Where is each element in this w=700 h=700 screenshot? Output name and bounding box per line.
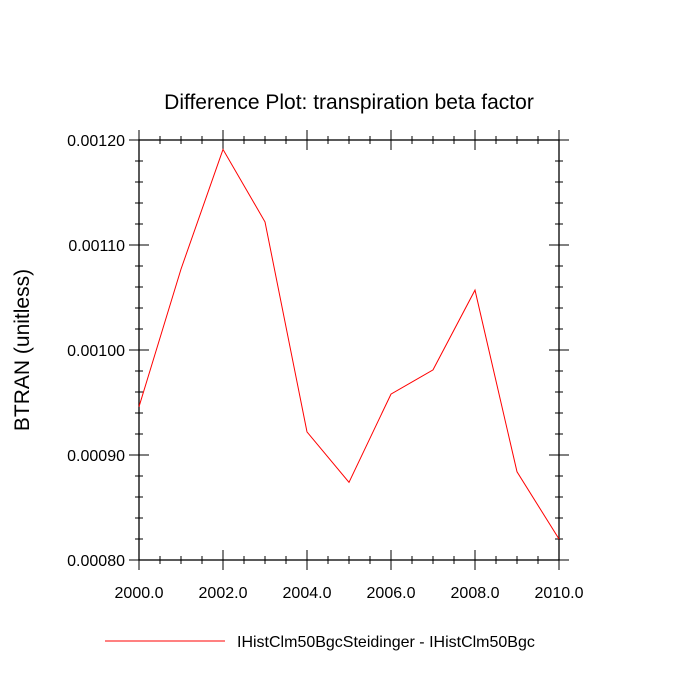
y-tick-label: 0.00120 bbox=[67, 133, 125, 150]
chart-title: Difference Plot: transpiration beta fact… bbox=[164, 91, 534, 114]
y-tick-labels: 0.00080 0.00090 0.00100 0.00110 0.00120 bbox=[67, 133, 125, 570]
y-tick-label: 0.00100 bbox=[67, 343, 125, 360]
x-tick-label: 2002.0 bbox=[199, 585, 248, 602]
series-line bbox=[138, 148, 560, 540]
y-tick-label: 0.00080 bbox=[67, 553, 125, 570]
x-tick-label: 2004.0 bbox=[283, 585, 332, 602]
y-axis-title: BTRAN (unitless) bbox=[11, 269, 34, 431]
legend-label: IHistClm50BgcSteidinger - IHistClm50Bgc bbox=[237, 634, 535, 651]
y-tick-label: 0.00090 bbox=[67, 448, 125, 465]
x-tick-label: 2000.0 bbox=[115, 585, 164, 602]
x-tick-label: 2010.0 bbox=[535, 585, 584, 602]
x-tick-labels: 2000.0 2002.0 2004.0 2006.0 2008.0 2010.0 bbox=[115, 585, 584, 602]
y-tick-label: 0.00110 bbox=[68, 238, 125, 255]
x-tick-label: 2008.0 bbox=[451, 585, 500, 602]
x-tick-label: 2006.0 bbox=[367, 585, 416, 602]
plot-frame bbox=[138, 139, 560, 561]
